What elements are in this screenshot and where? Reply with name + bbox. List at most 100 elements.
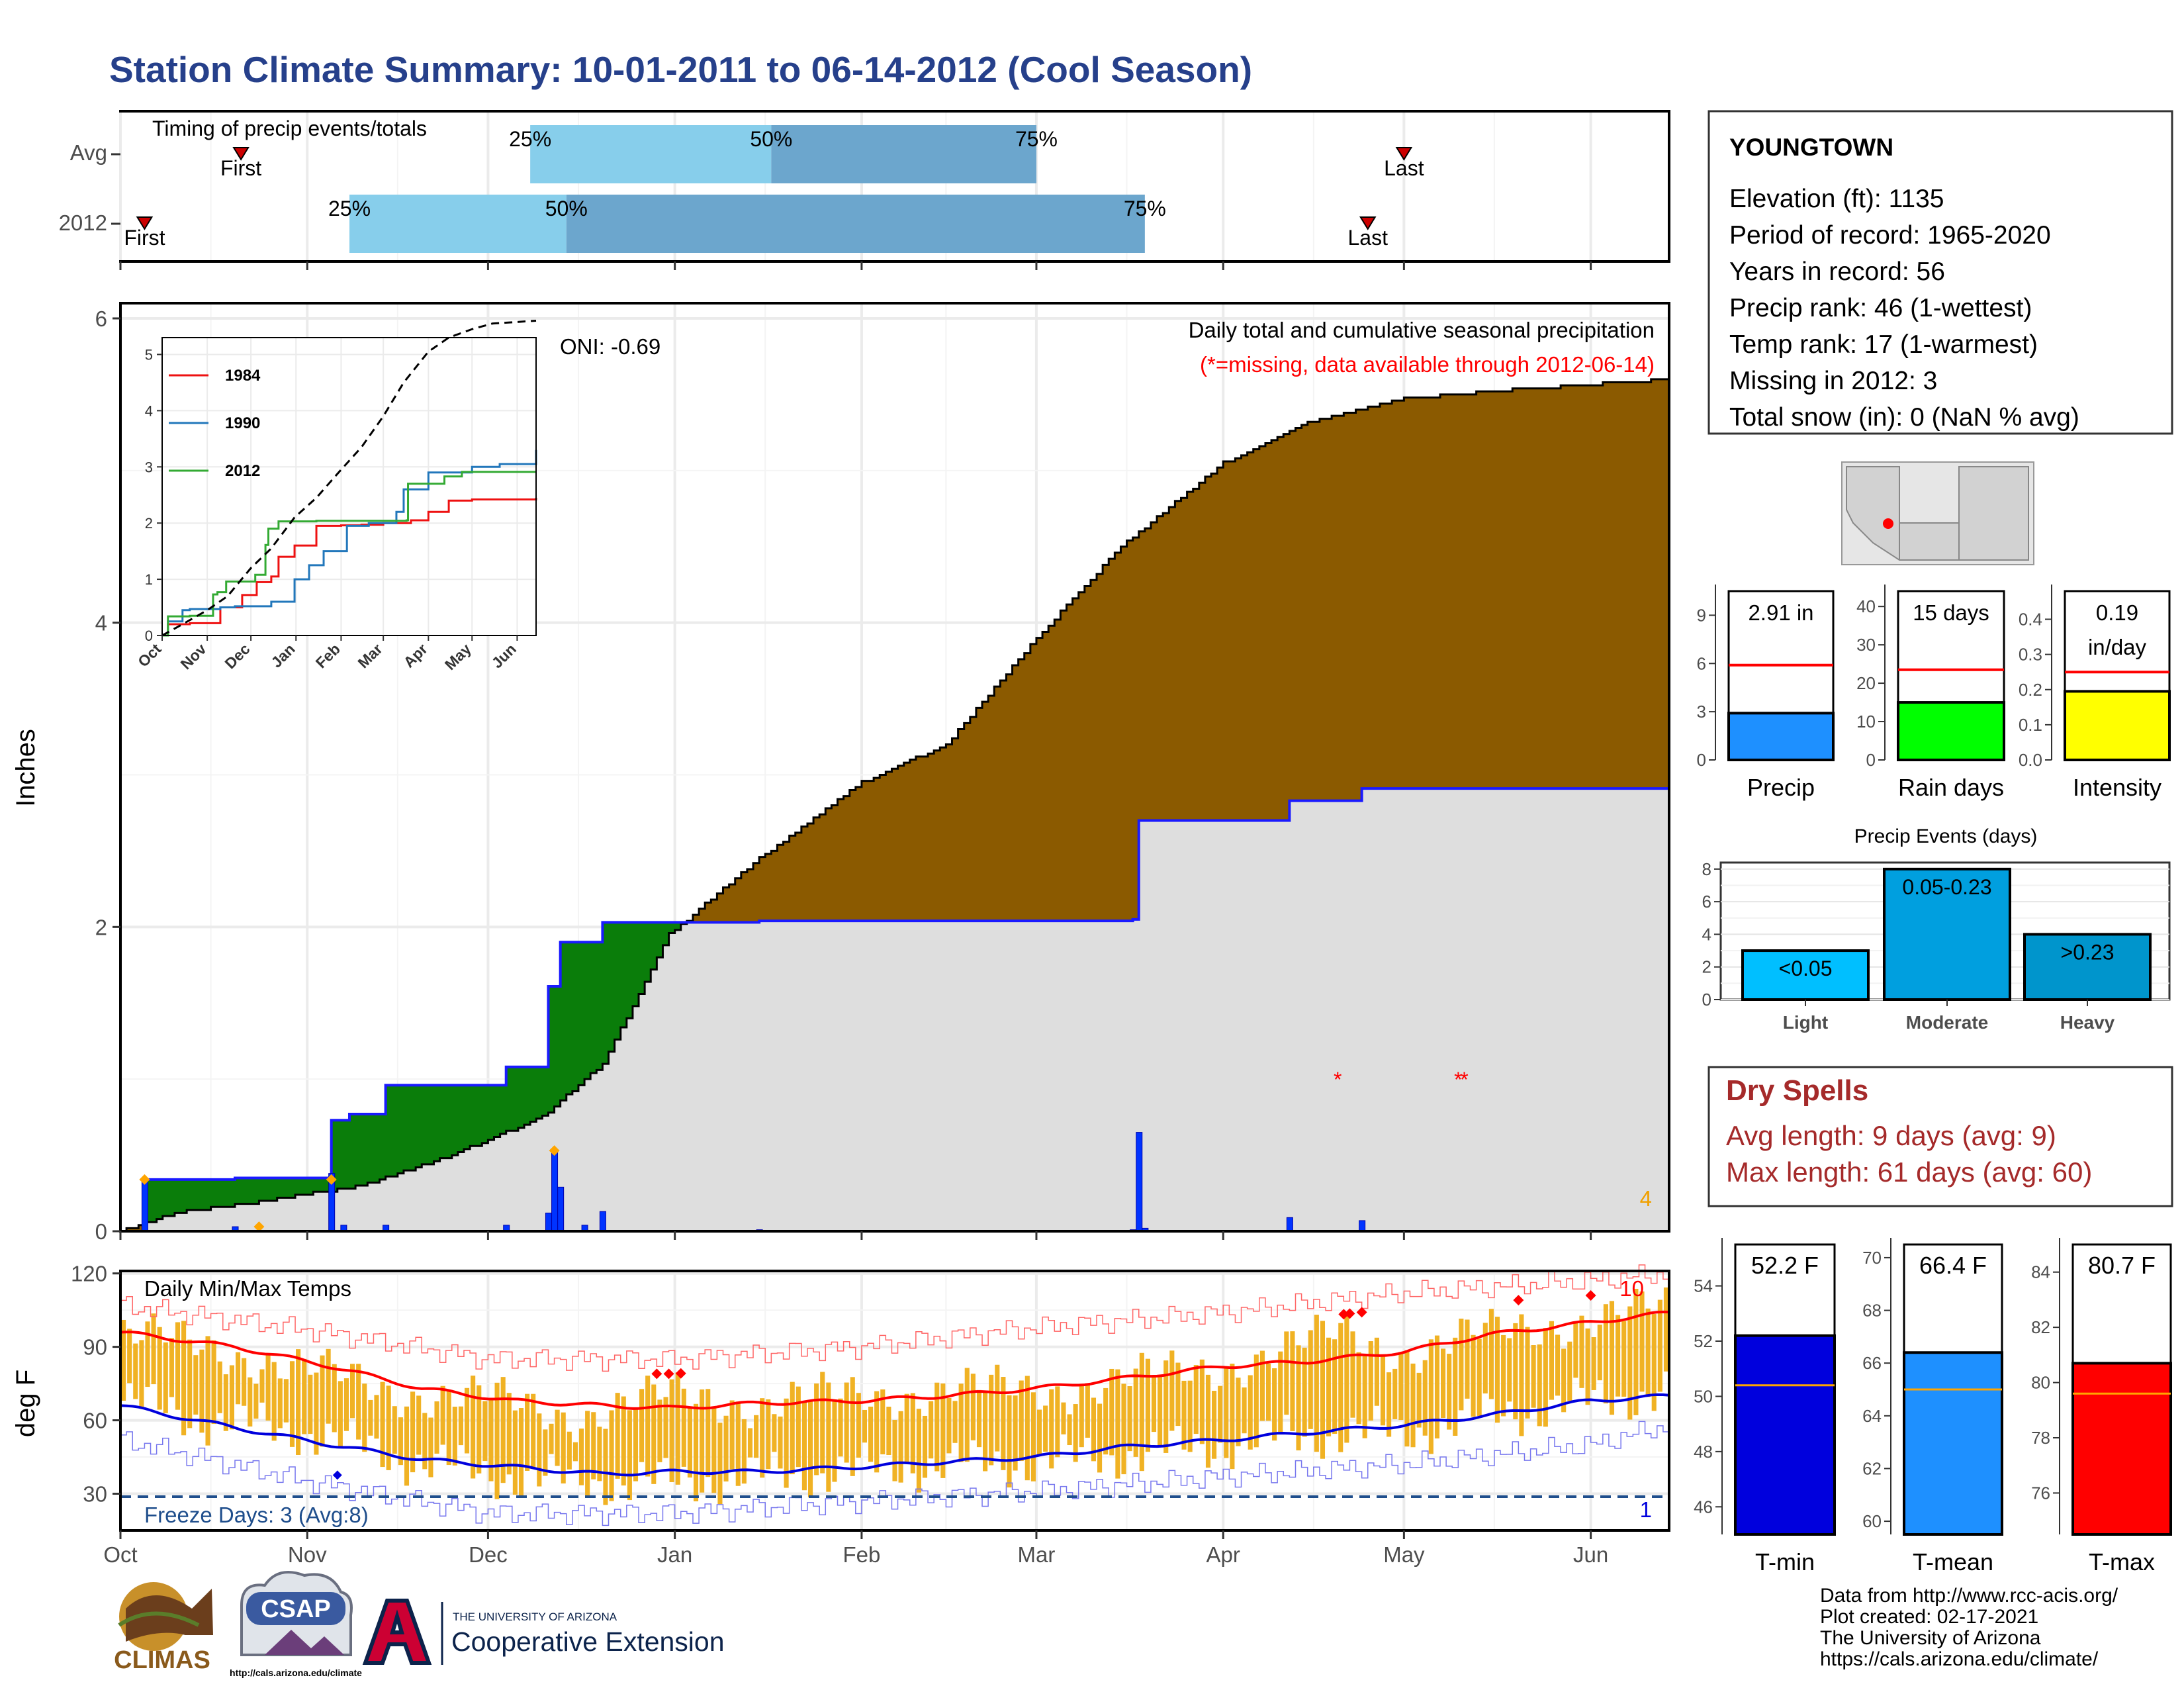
daily-temp-bar [747,1428,753,1458]
daily-precip-bar [545,1212,552,1232]
daily-temp-bar [850,1377,855,1476]
footer-line: The University of Arizona [1820,1627,2041,1649]
daily-temp-bar [929,1401,934,1459]
bar-y-tick-label: 0.3 [2019,645,2042,665]
daily-temp-bar [1326,1337,1332,1436]
daily-temp-bar [1374,1337,1379,1406]
temp-panel-label: Daily Min/Max Temps [144,1276,351,1301]
climas-logo: CLIMAS [114,1582,213,1674]
daily-temp-bar [1272,1368,1277,1441]
record-low-marker [332,1470,342,1480]
daily-temp-bar [778,1416,783,1469]
daily-temp-bar [296,1349,301,1455]
daily-temp-bar [428,1417,433,1477]
dry-spells-frame [1707,1066,2173,1207]
daily-temp-bar [1447,1354,1452,1430]
dry-spells-max: Max length: 61 days (avg: 60) [1726,1156,2092,1188]
daily-temp-bar [1181,1380,1187,1450]
month-tick-label: Jun [1573,1542,1608,1567]
month-tick-label: Apr [1206,1542,1240,1567]
freeze-days-text: Freeze Days: 3 (Avg:8) [144,1503,369,1527]
station-line: Years in record: 56 [1729,258,1945,286]
record-low-count: 1 [1640,1497,1652,1522]
temperature-summary-bars: 46 48 50 52 54 52.2 F T-min 60 62 64 66 68 70 66.4 F T… [1694,1238,2172,1575]
daily-temp-bar [1001,1377,1006,1470]
daily-temp-bar [1290,1331,1295,1431]
temp-y-label: deg F [11,1370,40,1437]
daily-precip-bar [1286,1217,1293,1232]
daily-temp-bar [898,1411,903,1483]
daily-temp-bar [1621,1321,1627,1397]
daily-temp-bar [500,1377,506,1483]
daily-temp-bar [422,1413,428,1470]
daily-temp-bar [952,1401,958,1443]
daily-temp-bar [1067,1414,1072,1446]
bar-value [1897,701,2005,762]
daily-temp-bar [814,1383,819,1476]
daily-temp-bar [332,1364,337,1432]
daily-temp-bar [669,1379,674,1483]
month-tick-label: Feb [842,1542,880,1567]
month-tick-label: Jan [657,1542,692,1567]
bar-y-tick-label: 0.1 [2019,715,2042,735]
daily-temp-bar [1205,1374,1211,1468]
daily-precip-bar [1136,1132,1143,1232]
events-y-tick-label: 6 [1702,892,1711,912]
daily-temp-bar [1133,1368,1138,1457]
daily-temp-bar [597,1427,602,1481]
legend-label: 1990 [225,414,260,432]
bar-y-tick-label: 10 [1856,712,1876,731]
daily-temp-bar [687,1406,692,1477]
daily-temp-bar [1350,1331,1355,1418]
daily-temp-bar [1061,1402,1066,1434]
daily-temp-bar [1368,1341,1373,1421]
record-precip-marker [253,1221,265,1233]
daily-temp-bar [1013,1395,1018,1471]
daily-temp-bar [1663,1287,1668,1372]
daily-temp-bar [615,1393,620,1479]
station-name: YOUNGTOWN [1729,134,1893,161]
bar-y-tick-label: 70 [1862,1248,1882,1268]
daily-temp-bar [482,1401,488,1462]
daily-temp-bar [157,1327,162,1410]
daily-temp-bar [585,1411,590,1497]
missing-data-marker: * [1334,1068,1342,1092]
station-line: Temp rank: 17 (1-warmest) [1729,330,2038,359]
bar-y-tick-label: 66 [1862,1353,1882,1373]
record-precip-marker [549,1145,560,1156]
daily-temp-bar [970,1374,976,1440]
timing-marker-label: Last [1348,226,1388,250]
daily-temp-bar [572,1442,578,1462]
daily-temp-bar [1115,1369,1120,1479]
daily-temp-bar [1314,1315,1319,1452]
bar-value-label: 52.2 F [1751,1252,1819,1279]
precip-frame [119,302,1670,1233]
daily-temp-bar [404,1406,410,1486]
daily-temp-bar [1398,1352,1404,1421]
daily-temp-bar [627,1410,632,1501]
daily-temp-bar [892,1420,897,1481]
bar-y-tick-label: 0.2 [2019,680,2042,700]
daily-temp-bar [1344,1316,1349,1443]
bar-y-tick-label: 62 [1862,1458,1882,1478]
inset-y-tick-label: 1 [145,571,153,588]
daily-temp-bar [958,1383,964,1462]
daily-temp-bar [1494,1317,1500,1423]
daily-temp-bar [681,1388,686,1467]
daily-temp-bar [145,1321,150,1387]
avg-min-line [120,1393,1670,1477]
bar-category-label: T-mean [1913,1548,1993,1575]
daily-temp-bar [862,1409,868,1443]
daily-temp-bar [1036,1409,1042,1456]
daily-temp-bar [1169,1350,1175,1431]
daily-temp-bar [1392,1368,1398,1419]
daily-temp-bar [410,1391,416,1473]
bar-y-tick-label: 80 [2031,1373,2050,1393]
daily-temp-bar [591,1412,596,1479]
daily-temp-bar [181,1321,187,1436]
bar-y-tick-label: 52 [1694,1331,1713,1351]
daily-temp-bar [1230,1364,1235,1470]
daily-temp-bar [259,1369,265,1403]
daily-temp-bar [1471,1335,1476,1417]
